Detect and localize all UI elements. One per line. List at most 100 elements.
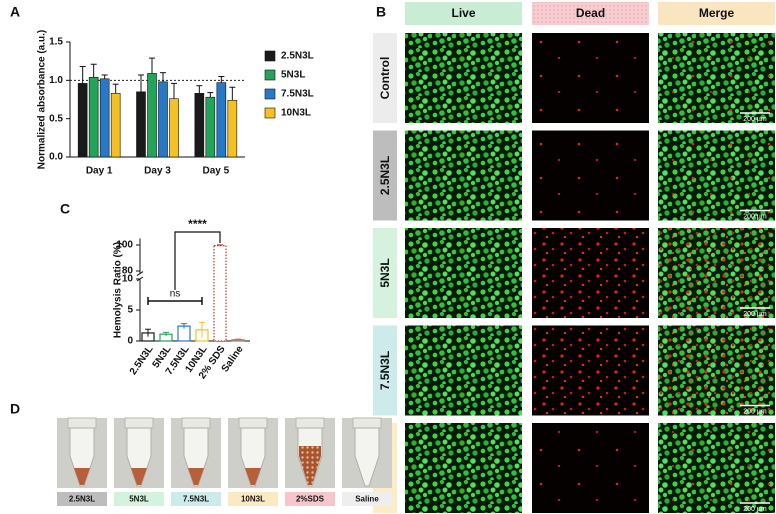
bar [205,96,216,158]
tube-label: 7.5N3L [183,495,209,504]
column-header-box [532,2,649,25]
live-image [405,228,522,318]
bar [147,73,157,158]
tube-cap [295,417,325,429]
bar [169,98,179,158]
row-label-box [373,228,397,318]
dead-cells [532,130,649,221]
tube-cap [67,417,97,429]
tube-label-box [114,492,164,506]
merge-dead-cells [658,33,775,123]
merge-dead-cells [658,325,775,416]
column-header: Live [451,6,475,20]
annotation: ns [170,289,181,300]
annotation: **** [188,217,207,231]
bar [213,245,227,342]
legend-swatch [264,107,276,119]
legend-label: 5N3L [281,70,305,81]
x-tick-label: Day 3 [144,166,171,177]
tube-pellet [74,468,90,485]
x-tick-label: Day 5 [202,166,229,177]
bar [99,78,110,158]
legend-label: 10N3L [281,108,311,119]
y-tick-label: 10 [122,274,134,285]
row-label: 2.5N3L [378,156,392,195]
scale-bar-label: 200 µm [743,116,767,123]
live-image [405,130,522,221]
tube-label-box [171,492,221,506]
axis-break [136,271,144,277]
tube-label: Saline [355,495,379,504]
scale-bar-label: 200 µm [743,408,767,415]
tube-pellet [245,468,261,485]
y-tick-label: 1.0 [49,75,63,86]
y-axis-label: Hemolysis Ratio (%) [113,242,124,338]
bar [77,83,88,158]
bracket [147,297,203,305]
tube-label-box [57,492,107,506]
tube-label-box [228,492,278,506]
panel-label: B [376,4,386,20]
column-header-box [658,2,775,25]
merge-dead-cells [658,423,775,513]
merge-dead-cells [658,228,775,318]
tube-label-box [285,492,335,506]
legend-label: 7.5N3L [281,89,314,100]
bar [158,81,168,158]
tube-label: 2%SDS [296,495,325,504]
x-tick-label: Day 1 [86,166,113,177]
row-label: Control [378,57,392,100]
live-image [405,423,522,513]
y-tick-label: 0.5 [49,113,63,124]
panel-label: D [10,401,20,417]
panel-label: C [60,201,70,217]
y-tick-label: 0.0 [49,152,63,163]
bar [136,91,146,158]
tube-cap [238,417,268,429]
tube-cap [124,417,154,429]
y-tick-label: 1.5 [49,37,63,48]
bar [194,93,205,158]
dead-cells [532,325,649,416]
column-header: Dead [576,6,605,20]
column-header: Merge [699,6,735,20]
tube-pellet [188,468,204,485]
tube-label: 10N3L [241,495,265,504]
dead-cells [532,33,649,123]
panel-label: A [10,4,20,20]
y-tick-label: 5 [127,305,133,316]
scale-bar-label: 200 µm [743,506,767,513]
dead-cells [532,228,649,318]
tube-label: 2.5N3L [69,495,95,504]
row-label-box [373,33,397,123]
bar [227,99,238,158]
tube-liquid [299,446,321,485]
tube-label: 5N3L [129,495,149,504]
y-axis-label: Normalized absorbance (a.u.) [37,30,48,169]
live-image [405,33,522,123]
tube-label-box [342,492,392,506]
live-image [405,325,522,416]
legend-swatch [264,88,276,100]
row-label: 5N3L [378,258,392,287]
y-tick-label: 0 [127,336,133,347]
row-label-box [373,325,397,416]
legend-swatch [264,69,276,81]
legend-swatch [264,50,276,62]
y-tick-label: 100 [116,240,133,251]
tube-cap [352,417,382,429]
tube-cap [181,417,211,429]
x-tick-label: 2.5N3L [128,344,156,377]
bar [88,76,99,158]
tube-pellet [131,468,147,485]
merge-dead-cells [658,130,775,221]
bar [110,93,121,158]
row-label: 7.5N3L [378,351,392,390]
tube [354,427,380,487]
bar [216,82,227,158]
column-header-box [405,2,522,25]
scale-bar-label: 200 µm [743,311,767,318]
bracket [174,231,221,290]
y-tick-label: 80 [122,266,134,277]
